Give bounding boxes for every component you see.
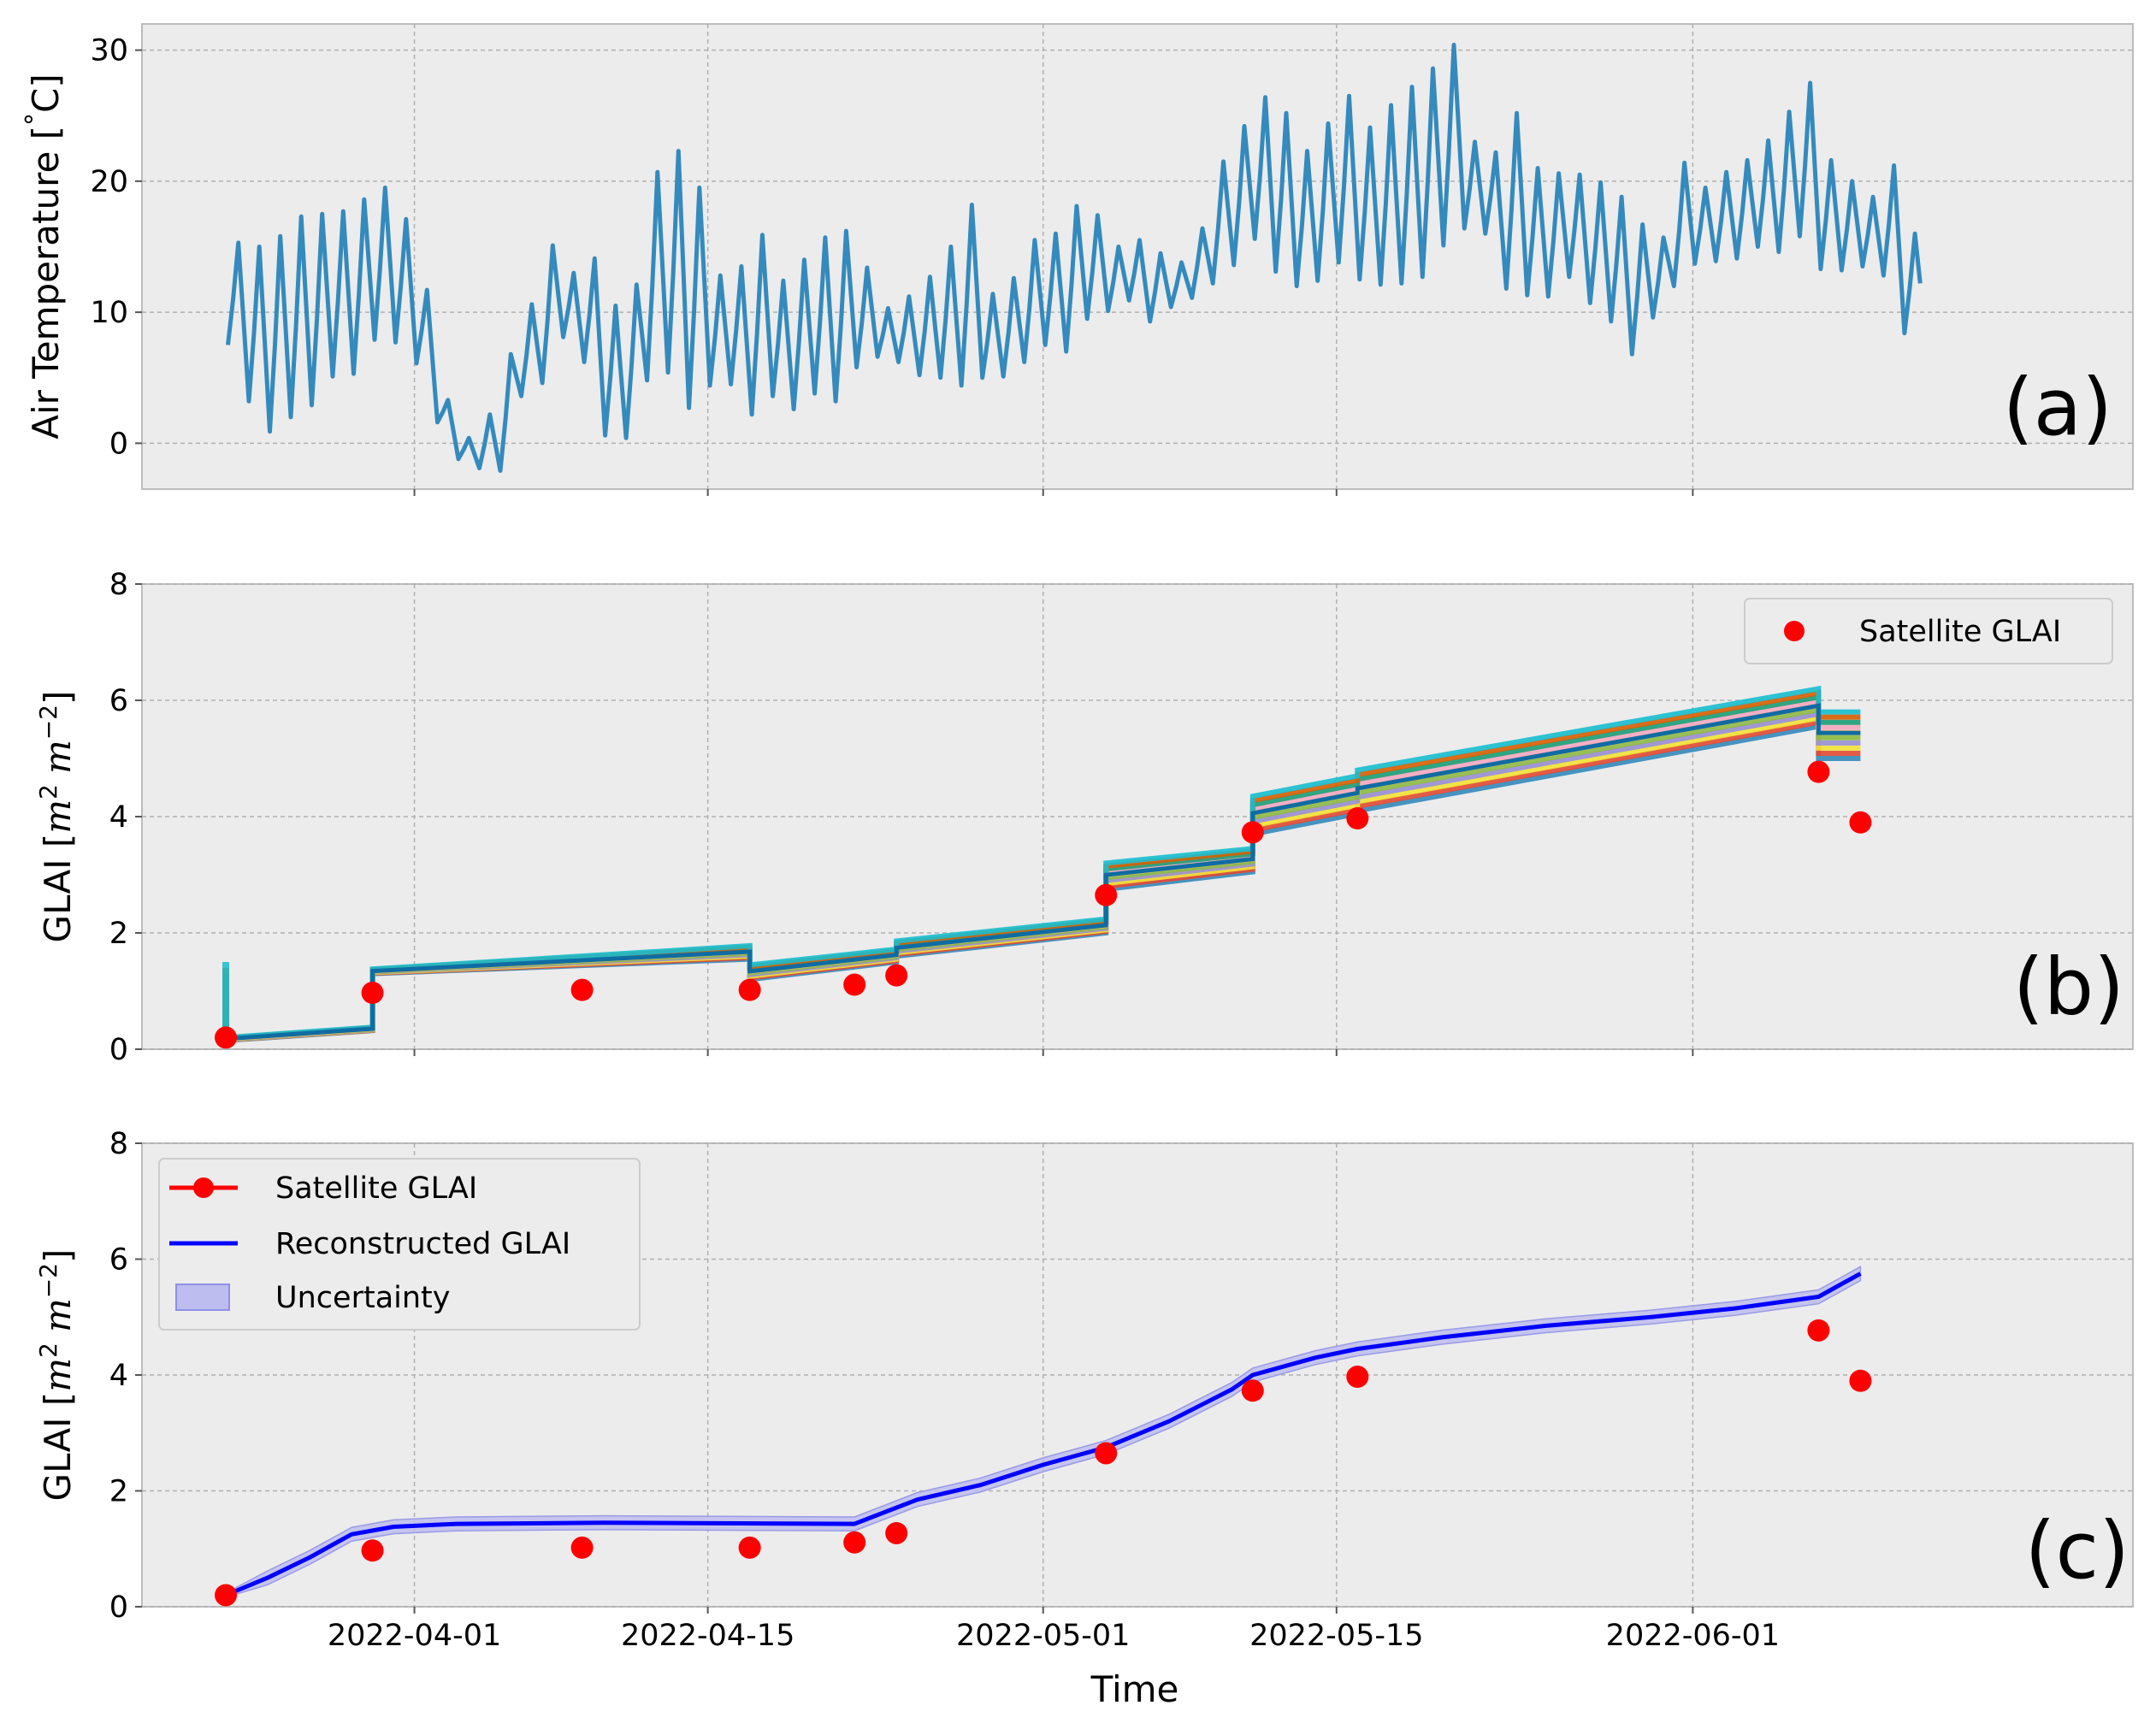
panel-b-legend-satellite: Satellite GLAI: [1859, 615, 2061, 649]
panel-c-series: [215, 1266, 1872, 1607]
y-tick-label: 30: [90, 34, 128, 68]
y-tick-label: 2: [109, 917, 128, 951]
satellite-glai-point: [361, 982, 384, 1005]
satellite-glai-point: [570, 978, 594, 1001]
panel-a-ylabel-unit: C]: [25, 74, 67, 113]
satellite-glai-point: [215, 1026, 238, 1049]
panel-b-ylabel-m2: m: [37, 740, 79, 774]
y-tick-label: 6: [109, 1243, 128, 1278]
panel-a-ylabel-degree: °: [21, 113, 50, 126]
x-tick-label: 2022-05-15: [1249, 1619, 1423, 1653]
panel-b-legend: Satellite GLAI: [1744, 598, 2113, 664]
temperature-line: [226, 43, 1923, 473]
y-tick-label: 4: [109, 800, 128, 835]
panel-c-ticks: 0 2 4 6 8: [109, 1127, 1694, 1625]
panel-c-legend: Satellite GLAI Reconstructed GLAI Uncert…: [158, 1158, 641, 1331]
y-tick-label: 8: [109, 1127, 128, 1161]
satellite-glai-point: [1095, 1442, 1118, 1465]
panel-b-ticks: 0 2 4 6 8: [109, 568, 1694, 1067]
panel-c-ylabel-supneg: −2: [34, 1263, 62, 1298]
y-tick-label: 0: [109, 427, 128, 461]
satellite-glai-point: [570, 1536, 594, 1559]
satellite-glai-point: [738, 978, 761, 1001]
x-axis-label: Time: [1090, 1668, 1179, 1710]
y-tick-label: 0: [109, 1590, 128, 1625]
panel-c-ylabel-m2: m: [37, 1298, 79, 1332]
panel-c-legend-uncertainty: Uncertainty: [275, 1281, 450, 1315]
y-tick-label: 0: [109, 1033, 128, 1067]
panel-a-ticks: 0 10 20 30: [90, 34, 1694, 496]
satellite-glai-point: [738, 1536, 761, 1559]
red-dot-marker: [1784, 621, 1805, 641]
panel-c-label: (c): [2025, 1505, 2129, 1596]
y-tick-label: 10: [90, 296, 128, 330]
x-tick-label: 2022-06-01: [1606, 1619, 1780, 1653]
x-tick-label: 2022-04-15: [621, 1619, 794, 1653]
panel-b-ylabel-close: ]: [37, 691, 79, 705]
panel-c-ylabel-m: m: [37, 1358, 79, 1392]
satellite-glai-point: [1849, 811, 1872, 834]
panel-b-ylabel-supneg: −2: [34, 705, 62, 740]
satellite-glai-point: [1241, 1379, 1264, 1402]
panel-a-ylabel: Air Temperature [°C]: [21, 74, 68, 440]
y-tick-label: 2: [109, 1475, 128, 1509]
y-tick-label: 4: [109, 1359, 128, 1393]
panel-c-ylabel-text: GLAI [: [37, 1392, 79, 1502]
satellite-glai-point: [1241, 821, 1264, 844]
satellite-glai-point: [1095, 883, 1118, 906]
panel-b-ylabel-sup2: 2: [34, 784, 62, 800]
satellite-glai-point: [843, 1531, 866, 1554]
panel-a-label: (a): [2003, 362, 2112, 453]
y-tick-label: 6: [109, 684, 128, 718]
satellite-glai-point: [1346, 807, 1369, 830]
x-tick-label: 2022-05-01: [956, 1619, 1130, 1653]
panel-c-ylabel-sup2: 2: [34, 1343, 62, 1358]
red-line-dot-marker-dot: [193, 1177, 214, 1198]
satellite-glai-point: [1807, 1319, 1830, 1342]
y-tick-label: 20: [90, 165, 128, 199]
panel-c-legend-satellite: Satellite GLAI: [275, 1171, 477, 1206]
y-tick-label: 8: [109, 568, 128, 602]
panel-b-ylabel: GLAI [m2m−2]: [34, 691, 80, 943]
panel-a: 0 10 20 30 (a) Air Temperature [°C]: [21, 23, 2134, 496]
satellite-glai-point: [361, 1539, 384, 1562]
panel-a-series: [226, 43, 1923, 473]
x-tick-labels: 2022-04-01 2022-04-15 2022-05-01 2022-05…: [328, 1619, 1780, 1653]
panel-c-legend-box: [158, 1158, 641, 1331]
satellite-glai-point: [215, 1584, 238, 1607]
uncertainty-patch-marker: [175, 1284, 230, 1311]
panel-b-series: [215, 685, 1872, 1049]
panel-b-ylabel-m: m: [37, 800, 79, 834]
uncertainty-band: [225, 1266, 1862, 1598]
panel-b-label: (b): [2013, 941, 2124, 1033]
panel-c-ylabel: GLAI [m2m−2]: [34, 1249, 80, 1502]
panel-b-ylabel-text: GLAI [: [37, 834, 79, 943]
panel-a-ylabel-text: Air Temperature [: [25, 126, 67, 440]
satellite-glai-point: [1807, 760, 1830, 783]
panel-c-legend-reconstructed: Reconstructed GLAI: [275, 1227, 570, 1261]
satellite-glai-point: [885, 1521, 908, 1544]
panel-c-ylabel-close: ]: [37, 1249, 79, 1263]
satellite-glai-point: [843, 973, 866, 996]
satellite-glai-point: [1849, 1369, 1872, 1392]
satellite-glai-point: [885, 964, 908, 987]
satellite-glai-point: [1346, 1366, 1369, 1389]
panel-b-legend-box: [1744, 598, 2113, 664]
x-tick-label: 2022-04-01: [328, 1619, 501, 1653]
